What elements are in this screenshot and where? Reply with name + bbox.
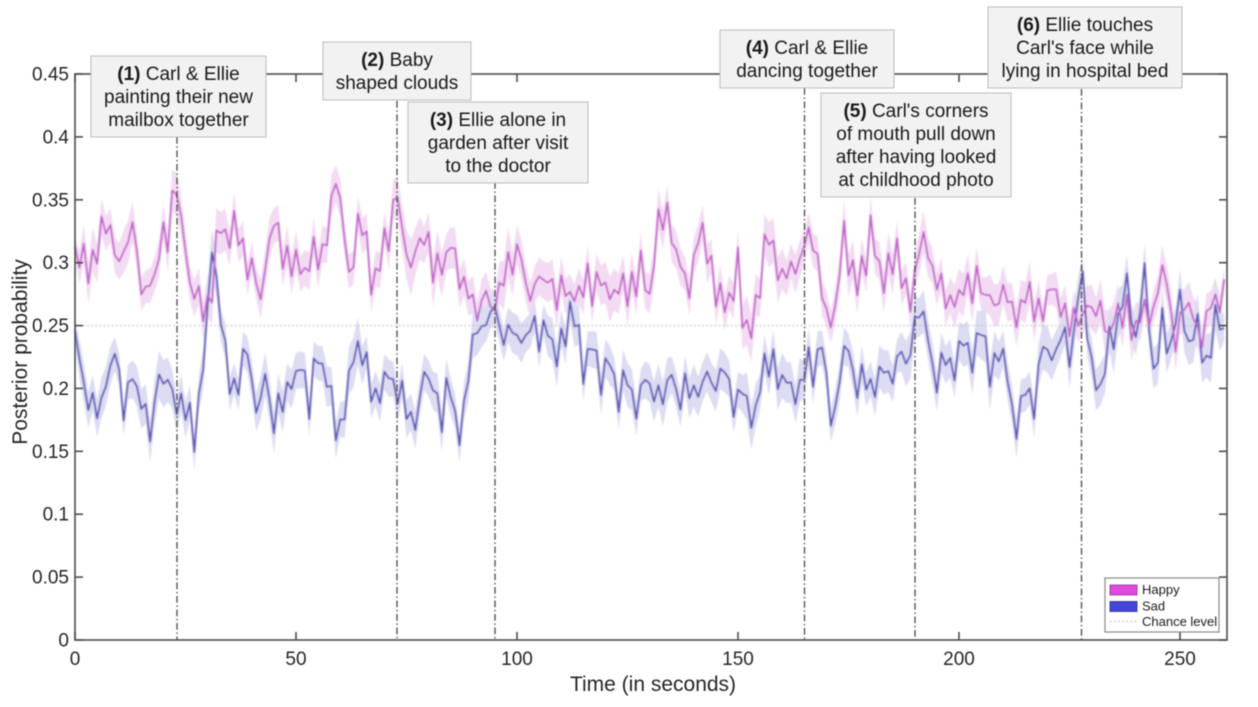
- svg-text:Happy: Happy: [1142, 582, 1180, 597]
- svg-text:(6) Ellie touches: (6) Ellie touches: [1017, 15, 1153, 36]
- svg-text:Time (in seconds): Time (in seconds): [570, 673, 736, 696]
- svg-text:Sad: Sad: [1142, 599, 1165, 614]
- svg-text:150: 150: [722, 649, 754, 670]
- svg-text:0.35: 0.35: [32, 190, 69, 211]
- svg-text:0.3: 0.3: [43, 253, 69, 274]
- svg-text:painting their new: painting their new: [104, 87, 253, 108]
- svg-text:0.2: 0.2: [43, 379, 69, 400]
- svg-text:garden after visit: garden after visit: [428, 133, 569, 154]
- svg-text:0.15: 0.15: [32, 442, 69, 463]
- svg-text:to the doctor: to the doctor: [445, 156, 551, 177]
- svg-text:(4) Carl & Ellie: (4) Carl & Ellie: [746, 38, 868, 59]
- svg-text:dancing together: dancing together: [736, 61, 878, 82]
- svg-text:shaped clouds: shaped clouds: [336, 73, 459, 94]
- svg-text:0: 0: [58, 631, 69, 652]
- svg-text:Carl's face while: Carl's face while: [1016, 38, 1154, 59]
- svg-text:250: 250: [1164, 649, 1196, 670]
- svg-text:0.1: 0.1: [43, 505, 69, 526]
- svg-text:50: 50: [285, 649, 306, 670]
- svg-text:(5) Carl's corners: (5) Carl's corners: [843, 101, 988, 122]
- svg-text:(1) Carl & Ellie: (1) Carl & Ellie: [117, 64, 239, 85]
- svg-text:at childhood photo: at childhood photo: [838, 170, 993, 191]
- svg-text:0: 0: [70, 649, 81, 670]
- svg-text:of mouth pull down: of mouth pull down: [836, 124, 996, 145]
- svg-text:0.25: 0.25: [32, 316, 69, 337]
- svg-text:100: 100: [501, 649, 533, 670]
- svg-text:(2) Baby: (2) Baby: [361, 50, 433, 71]
- svg-text:0.4: 0.4: [43, 127, 70, 148]
- svg-text:mailbox together: mailbox together: [108, 110, 249, 131]
- svg-text:Posterior probability: Posterior probability: [9, 259, 32, 445]
- svg-text:(3) Ellie alone in: (3) Ellie alone in: [430, 110, 566, 131]
- svg-text:Chance level: Chance level: [1142, 614, 1217, 629]
- svg-text:0.45: 0.45: [32, 65, 69, 86]
- svg-text:200: 200: [943, 649, 975, 670]
- svg-text:lying in hospital bed: lying in hospital bed: [1002, 61, 1169, 82]
- svg-text:0.05: 0.05: [32, 568, 69, 589]
- svg-text:after having looked: after having looked: [836, 147, 997, 168]
